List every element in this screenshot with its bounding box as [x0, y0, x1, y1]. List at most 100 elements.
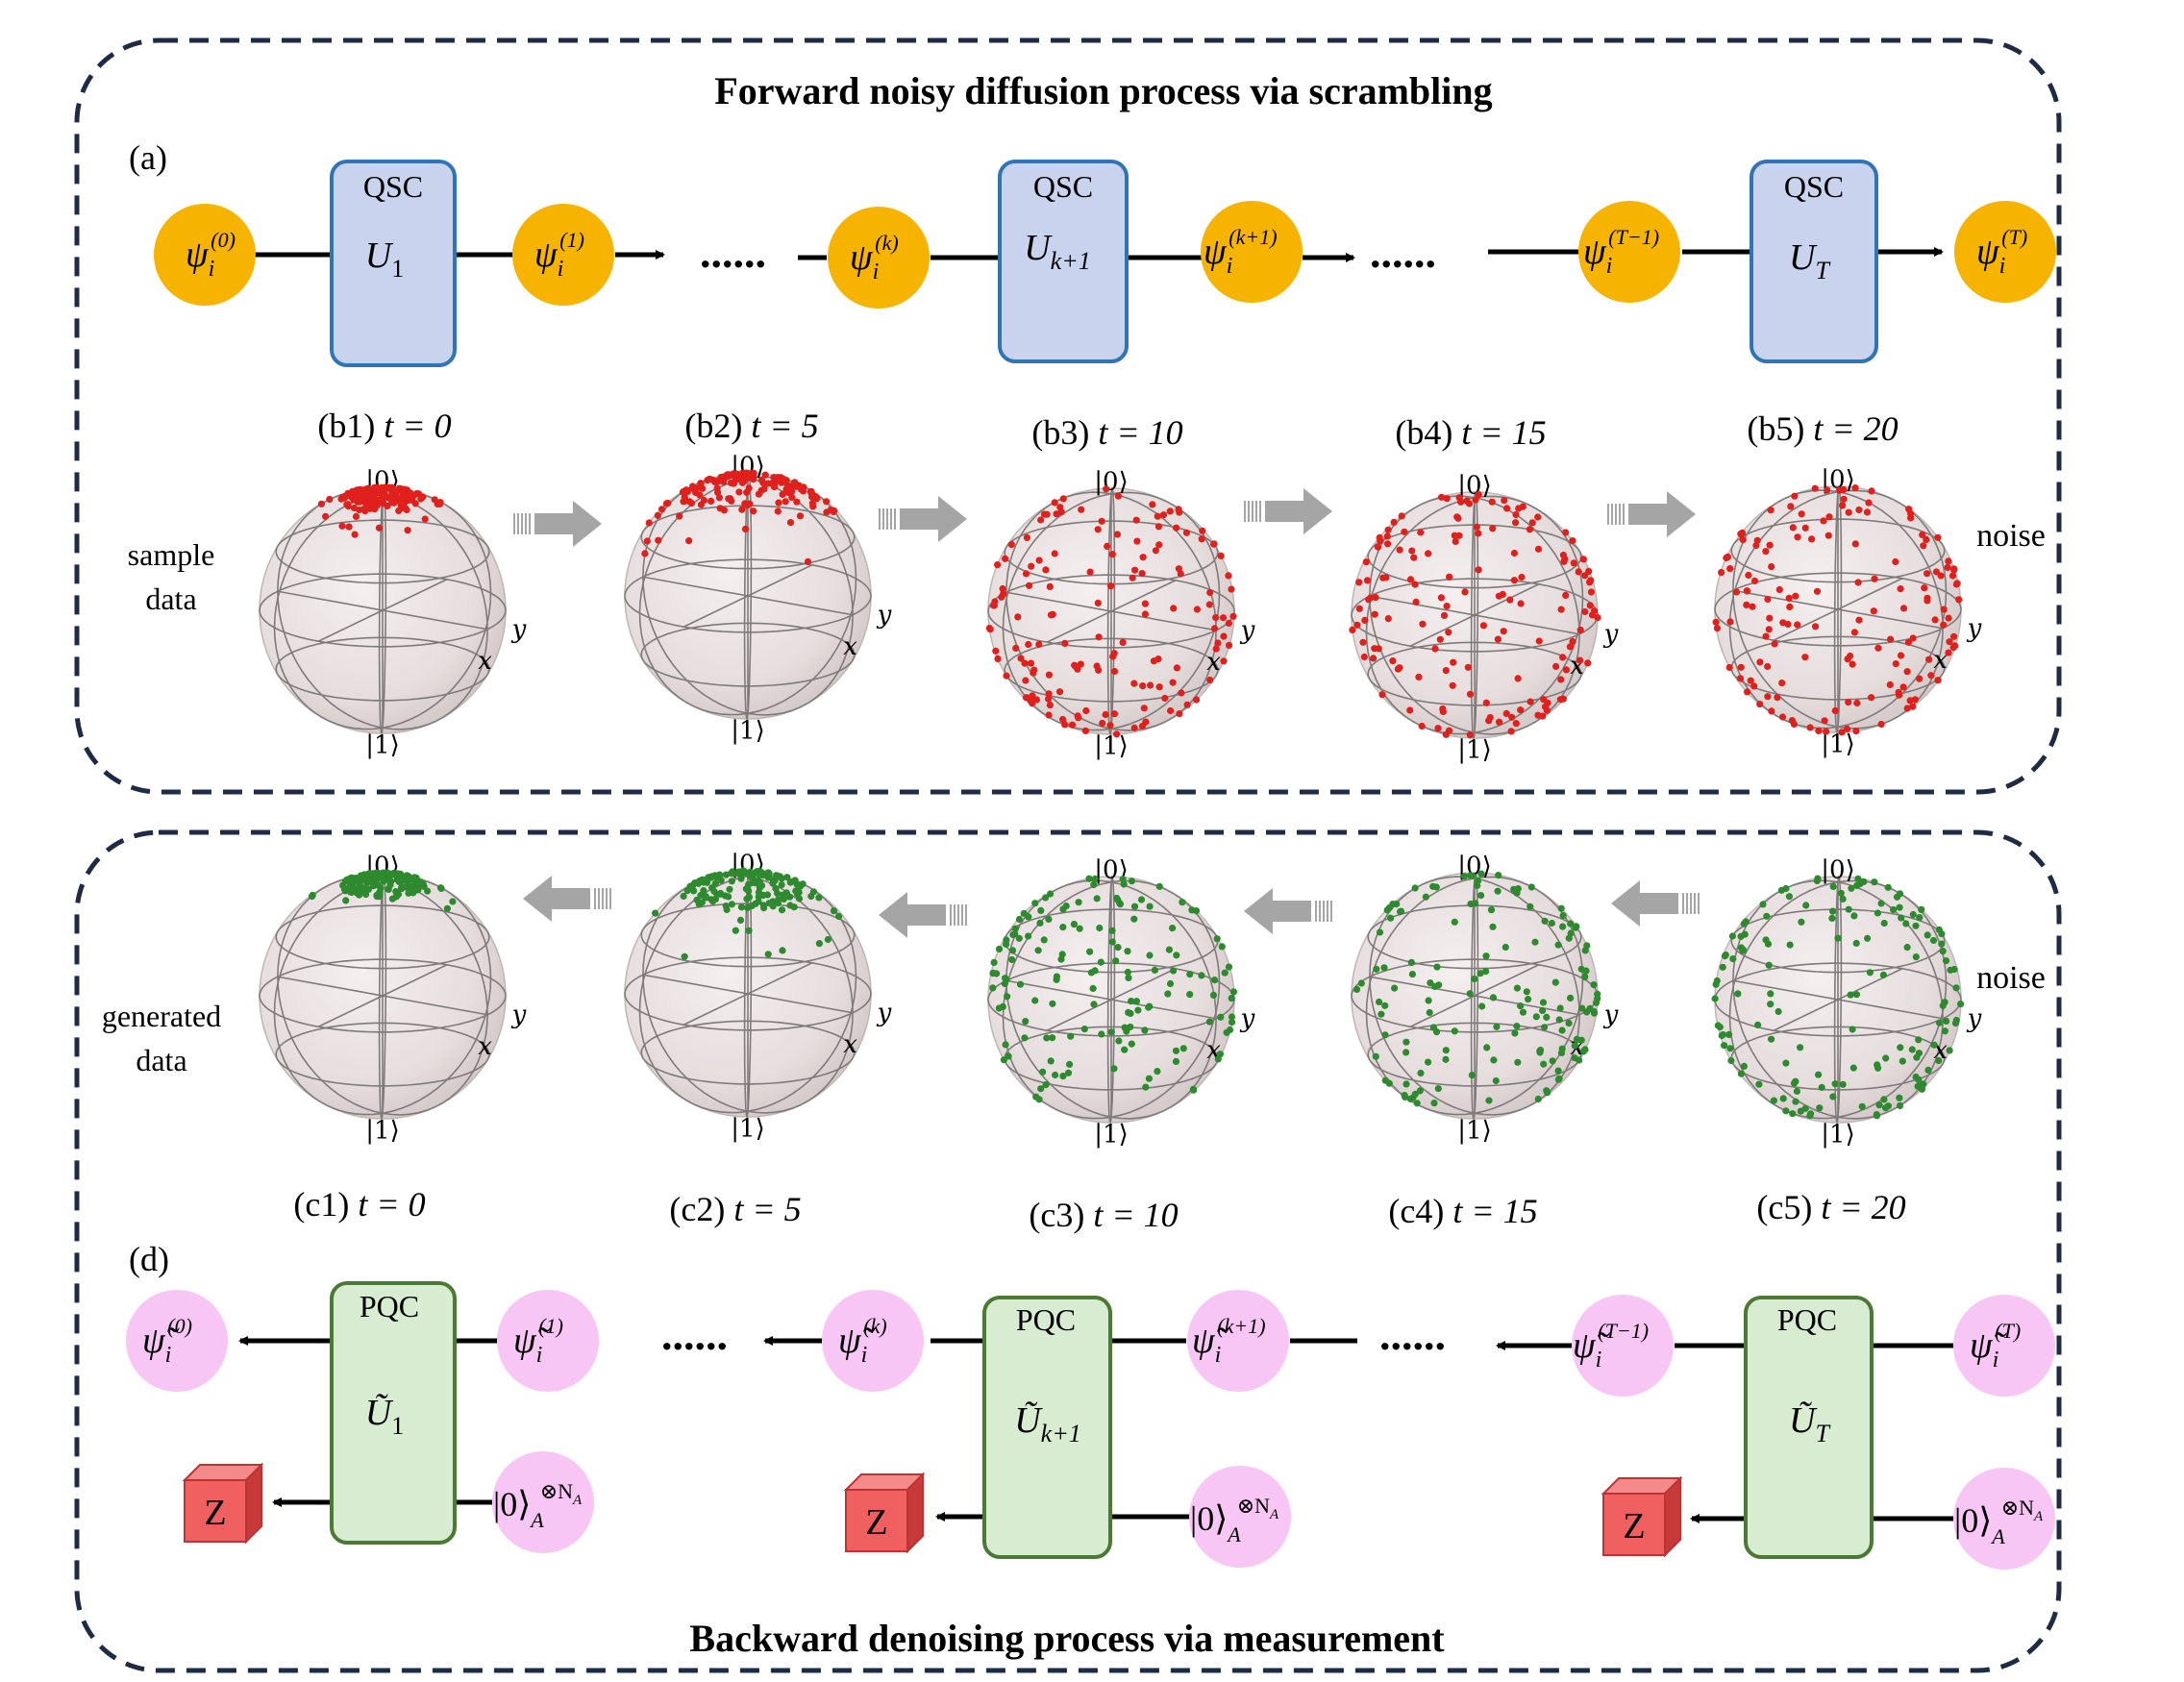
- state-point: [1016, 980, 1025, 988]
- state-point: [1512, 720, 1520, 728]
- state-point: [1838, 729, 1846, 736]
- state-point: [1349, 626, 1356, 633]
- state-point: [1508, 713, 1516, 721]
- state-point: [1808, 535, 1816, 543]
- state-point: [1154, 512, 1161, 520]
- state-point: [1770, 1097, 1777, 1104]
- state-point: [728, 878, 735, 885]
- state-point: [755, 867, 762, 876]
- state-point: [1103, 485, 1110, 493]
- state-point: [1022, 677, 1030, 684]
- state-point: [1076, 925, 1083, 932]
- state-point: [1494, 635, 1502, 643]
- state-point: [1008, 955, 1016, 964]
- state-point: [1132, 516, 1140, 524]
- axis-label-y: y: [511, 1001, 527, 1029]
- state-point: [1112, 957, 1120, 965]
- state-point: [1145, 1075, 1153, 1082]
- state-point: [1551, 978, 1559, 986]
- state-point: [1721, 1042, 1728, 1050]
- state-point: [1774, 694, 1781, 702]
- state-point: [689, 484, 697, 492]
- state-point: [1851, 484, 1859, 492]
- state-point: [1064, 1069, 1073, 1076]
- state-point: [990, 602, 998, 609]
- state-point: [728, 901, 735, 908]
- state-point: [1469, 872, 1477, 879]
- state-point: [1767, 507, 1774, 514]
- backward-frame: [74, 829, 2062, 1673]
- state-point: [1022, 1018, 1030, 1026]
- state-point: [1155, 541, 1163, 549]
- state-point: [1381, 1002, 1389, 1009]
- state-point: [1110, 1065, 1118, 1073]
- state-point: [1494, 887, 1502, 895]
- state-point: [1454, 514, 1462, 522]
- state-point: [1150, 657, 1157, 665]
- state-point: [809, 503, 817, 510]
- state-point: [761, 471, 769, 479]
- state-point: [421, 515, 429, 523]
- state-point: [778, 906, 786, 914]
- axis-label-x: x: [1206, 648, 1221, 677]
- state-point: [1574, 1036, 1581, 1044]
- state-point: [1495, 872, 1502, 879]
- state-point: [1886, 680, 1894, 688]
- psi-state-T: ψi(T): [1954, 201, 2056, 303]
- state-point: [1085, 875, 1093, 882]
- state-point: [1839, 502, 1847, 509]
- state-point: [1433, 963, 1441, 971]
- state-point: [388, 483, 396, 491]
- state-point: [1779, 619, 1787, 627]
- state-point: [1113, 894, 1121, 903]
- state-point: [1779, 1095, 1787, 1102]
- state-point: [1548, 919, 1555, 928]
- state-point: [1875, 1101, 1883, 1109]
- state-point: [1489, 923, 1497, 930]
- state-point: [1870, 607, 1877, 615]
- state-point: [1186, 971, 1194, 978]
- state-point: [1025, 640, 1032, 649]
- state-point: [1387, 914, 1395, 922]
- state-point: [1192, 907, 1201, 915]
- axis-label-ket1: |1⟩: [365, 730, 399, 759]
- state-point: [1502, 709, 1510, 717]
- noise-label-b: noise: [1976, 518, 2046, 554]
- state-point: [1753, 536, 1761, 544]
- state-point: [1594, 995, 1601, 1002]
- state-point: [1791, 492, 1799, 500]
- state-point: [1037, 516, 1045, 524]
- state-point: [750, 469, 757, 477]
- psi-tilde-state-k: ψ̃i(k): [822, 1290, 924, 1392]
- sphere-points: [1712, 484, 1963, 736]
- state-point: [1451, 918, 1458, 926]
- state-point: [1104, 542, 1111, 550]
- state-point: [1011, 925, 1019, 932]
- state-point: [1165, 946, 1173, 953]
- state-point: [1451, 1027, 1458, 1035]
- state-point: [1442, 1055, 1450, 1063]
- state-point: [1070, 921, 1078, 928]
- state-point: [1205, 1018, 1213, 1026]
- state-point: [1569, 537, 1576, 545]
- state-point: [1228, 995, 1235, 1002]
- state-point: [1402, 1049, 1410, 1056]
- state-point: [360, 497, 367, 505]
- state-point: [1124, 948, 1131, 955]
- state-point: [1820, 517, 1827, 525]
- state-point: [1923, 597, 1931, 605]
- state-point: [1417, 1069, 1425, 1077]
- axis-label-y: y: [1967, 1004, 1982, 1033]
- state-point: [1940, 621, 1948, 629]
- state-point: [772, 884, 780, 893]
- state-point: [1845, 905, 1852, 913]
- state-point: [1026, 581, 1033, 589]
- state-point: [1916, 914, 1923, 922]
- state-point: [1036, 919, 1044, 927]
- bloch-spheres-forward: |0⟩|1⟩xy|0⟩|1⟩xy|0⟩|1⟩xy|0⟩|1⟩xy|0⟩|1⟩xy: [259, 453, 1982, 764]
- state-point: [1828, 914, 1836, 922]
- state-point: [1353, 985, 1361, 993]
- state-point: [1765, 961, 1773, 969]
- grey-block-arrow: [1244, 888, 1332, 934]
- state-point: [1554, 1067, 1562, 1075]
